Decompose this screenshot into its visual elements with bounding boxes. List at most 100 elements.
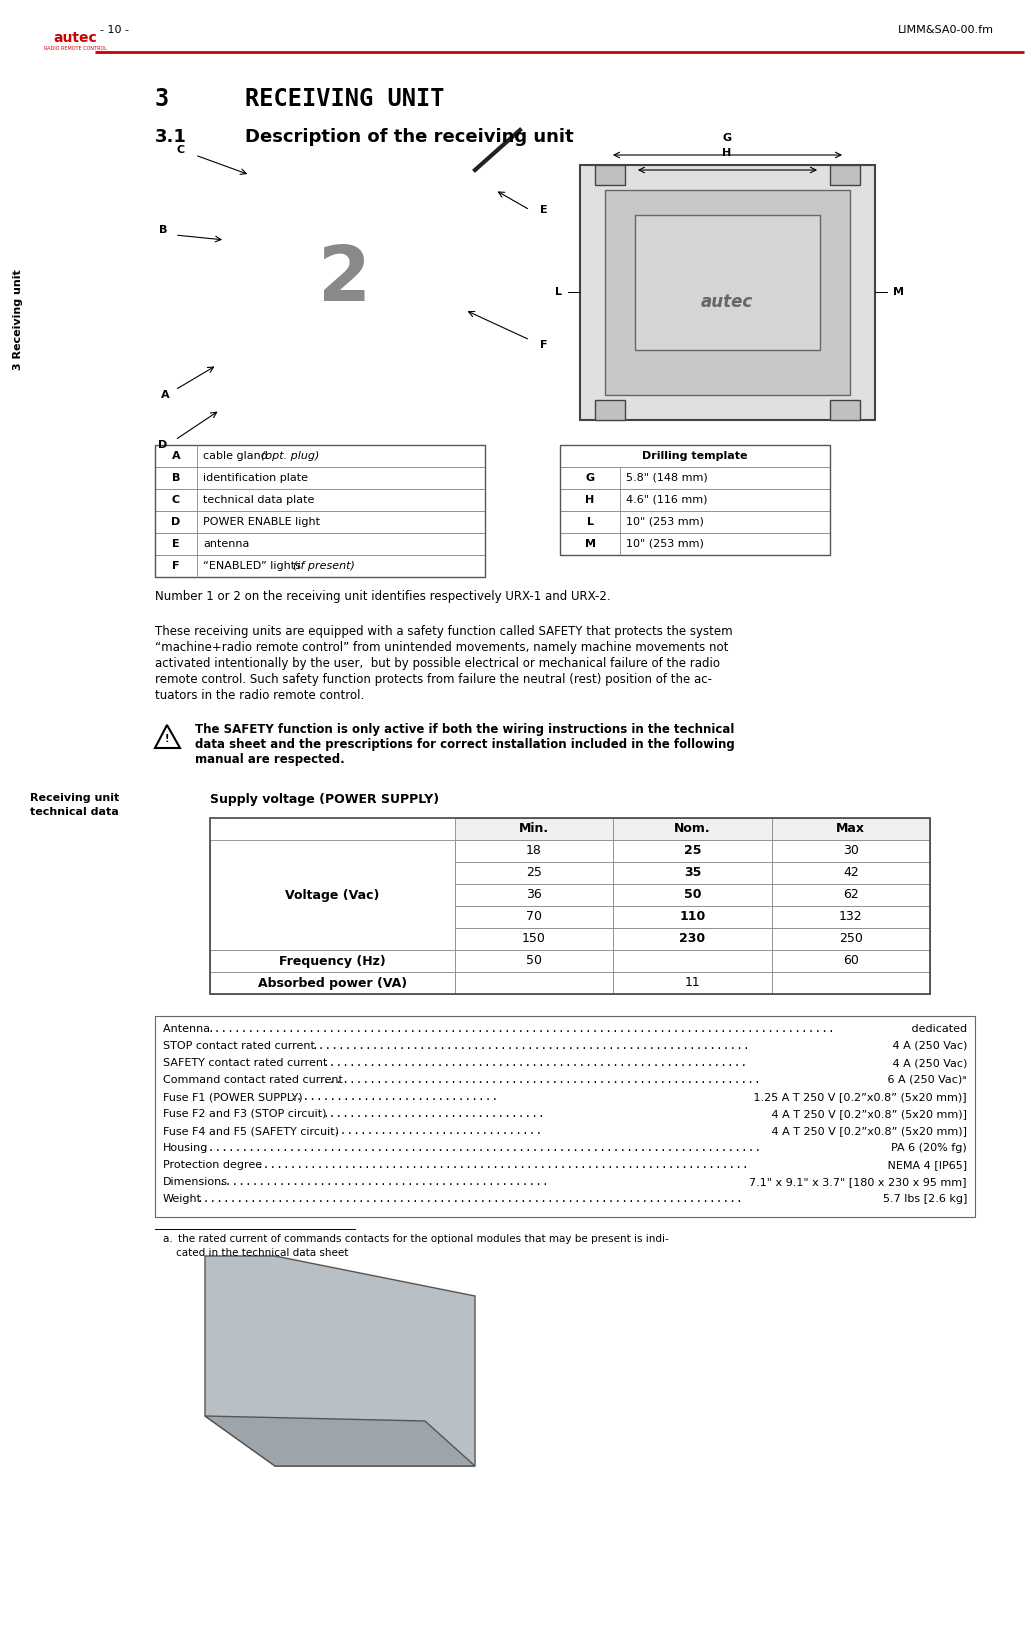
Text: 11: 11 [685, 977, 700, 990]
Text: D: D [158, 440, 168, 450]
Text: .................................................................: ........................................… [323, 1075, 761, 1085]
Bar [210, 972, 455, 995]
Text: data sheet and the prescriptions for correct installation included in the follow: data sheet and the prescriptions for cor… [195, 738, 735, 751]
Text: 36: 36 [526, 888, 542, 901]
Bar [771, 818, 930, 839]
Bar [613, 839, 771, 862]
Bar [210, 818, 930, 995]
Bar [455, 906, 613, 928]
Bar [613, 862, 771, 883]
Text: a. the rated current of commands contacts for the optional modules that may be p: a. the rated current of commands contact… [163, 1234, 669, 1243]
Bar [560, 533, 830, 555]
Text: NEMA 4 [IP65]: NEMA 4 [IP65] [884, 1160, 967, 1170]
Bar [595, 165, 625, 185]
Bar [560, 445, 830, 466]
Text: 4 A T 250 V [0.2”x0.8” (5x20 mm)]: 4 A T 250 V [0.2”x0.8” (5x20 mm)] [768, 1109, 967, 1119]
Text: ................................................................................: ........................................… [196, 1194, 742, 1204]
Text: E: E [173, 538, 180, 550]
Bar [771, 928, 930, 951]
Text: G: G [723, 133, 732, 142]
Text: Description of the receiving unit: Description of the receiving unit [245, 128, 574, 146]
Text: ...............................: ............................... [334, 1126, 543, 1135]
Text: tuators in the radio remote control.: tuators in the radio remote control. [155, 689, 364, 702]
Bar [595, 399, 625, 420]
Text: L: L [586, 517, 594, 527]
Text: Voltage (Vac): Voltage (Vac) [285, 888, 379, 901]
Text: Command contact rated current: Command contact rated current [163, 1075, 343, 1085]
Text: H: H [723, 147, 732, 159]
Polygon shape [205, 1256, 475, 1466]
Text: ................................................................................: ........................................… [202, 1144, 762, 1153]
Text: A: A [161, 389, 170, 399]
Text: 250: 250 [839, 933, 862, 946]
Bar [155, 466, 485, 489]
Text: RECEIVING UNIT: RECEIVING UNIT [245, 87, 445, 111]
Text: Fuse F4 and F5 (SAFETY circuit): Fuse F4 and F5 (SAFETY circuit) [163, 1126, 339, 1135]
Text: F: F [540, 340, 547, 350]
Bar [613, 883, 771, 906]
Bar [613, 951, 771, 972]
Text: Min.: Min. [519, 823, 549, 836]
Text: Protection degree: Protection degree [163, 1160, 263, 1170]
Text: L: L [555, 286, 562, 298]
Text: 30: 30 [843, 844, 859, 857]
Bar [635, 214, 820, 350]
Text: cable gland: cable gland [203, 452, 271, 461]
Bar [613, 972, 771, 995]
Text: Max: Max [837, 823, 865, 836]
Text: - 10 -: - 10 - [100, 25, 129, 34]
Text: .................................................: ........................................… [218, 1176, 549, 1188]
Text: (if present): (if present) [293, 561, 355, 571]
Text: Fuse F2 and F3 (STOP circuit): Fuse F2 and F3 (STOP circuit) [163, 1109, 327, 1119]
Text: 5.7 lbs [2.6 kg]: 5.7 lbs [2.6 kg] [883, 1194, 967, 1204]
Text: ...............................: ............................... [290, 1091, 498, 1103]
Text: cated in the technical data sheet: cated in the technical data sheet [163, 1248, 348, 1258]
Bar [210, 951, 455, 972]
Text: remote control. Such safety function protects from failure the neutral (rest) po: remote control. Such safety function pro… [155, 672, 712, 685]
Text: 150: 150 [522, 933, 546, 946]
Text: B: B [158, 226, 168, 236]
Text: 4 A (250 Vac): 4 A (250 Vac) [888, 1058, 967, 1068]
Text: !: ! [164, 735, 170, 744]
Text: 50: 50 [683, 888, 701, 901]
Text: 62: 62 [843, 888, 858, 901]
Bar [771, 951, 930, 972]
Bar [155, 510, 485, 533]
Text: .................................................................: ........................................… [311, 1040, 751, 1050]
Text: 60: 60 [843, 954, 859, 967]
Text: Number 1 or 2 on the receiving unit identifies respectively URX-1 and URX-2.: Number 1 or 2 on the receiving unit iden… [155, 591, 611, 604]
Bar [455, 818, 613, 839]
Text: autec: autec [701, 293, 753, 311]
Bar [613, 818, 771, 839]
Bar [455, 883, 613, 906]
Text: Dimensions: Dimensions [163, 1176, 229, 1188]
Bar [613, 906, 771, 928]
Text: Weight: Weight [163, 1194, 202, 1204]
Bar [560, 445, 830, 555]
Text: 3.1: 3.1 [155, 128, 187, 146]
Bar [210, 839, 455, 951]
Text: 3: 3 [155, 87, 170, 111]
Text: G: G [585, 473, 595, 483]
Text: C: C [177, 146, 185, 155]
Text: F: F [173, 561, 180, 571]
Text: C: C [172, 496, 180, 506]
Bar [155, 1016, 975, 1217]
Bar [771, 972, 930, 995]
Text: LIMM&SA0-00.fm: LIMM&SA0-00.fm [898, 25, 994, 34]
Polygon shape [205, 1417, 475, 1466]
Text: technical data plate: technical data plate [203, 496, 314, 506]
Text: 4 A (250 Vac): 4 A (250 Vac) [888, 1040, 967, 1050]
Text: 5.8" (148 mm): 5.8" (148 mm) [626, 473, 707, 483]
Text: .........................................................................: ........................................… [256, 1160, 750, 1170]
Text: autec: autec [53, 31, 97, 46]
Text: “ENABLED” lights: “ENABLED” lights [203, 561, 304, 571]
Text: PA 6 (20% fg): PA 6 (20% fg) [891, 1144, 967, 1153]
Text: 7.1" x 9.1" x 3.7" [180 x 230 x 95 mm]: 7.1" x 9.1" x 3.7" [180 x 230 x 95 mm] [742, 1176, 967, 1188]
Text: Supply voltage (POWER SUPPLY): Supply voltage (POWER SUPPLY) [210, 793, 439, 807]
Text: A: A [172, 452, 180, 461]
Text: 70: 70 [526, 911, 542, 923]
Text: 1.25 A T 250 V [0.2”x0.8” (5x20 mm)]: 1.25 A T 250 V [0.2”x0.8” (5x20 mm)] [751, 1091, 967, 1103]
Text: H: H [585, 496, 595, 506]
Text: identification plate: identification plate [203, 473, 308, 483]
